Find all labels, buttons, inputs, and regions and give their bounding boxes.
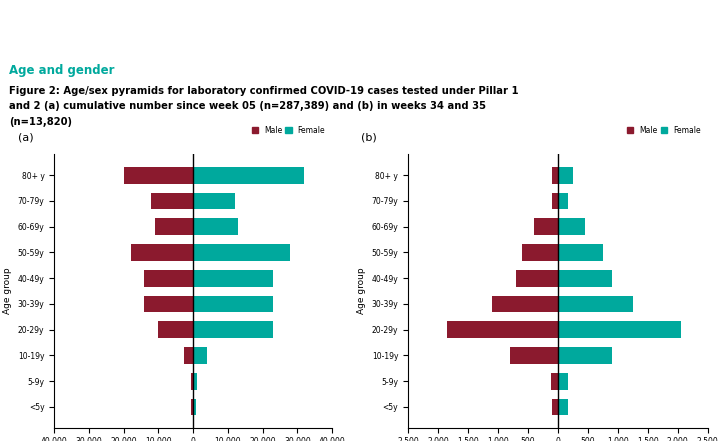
Legend: Male, Female: Male, Female [625,123,704,138]
Bar [184,347,193,364]
Bar [557,347,612,364]
Text: Confirmed cases in England: Confirmed cases in England [9,15,261,31]
Text: Figure 2: Age/sex pyramids for laboratory confirmed COVID-19 cases tested under : Figure 2: Age/sex pyramids for laborator… [9,86,519,96]
Bar [193,193,235,209]
Y-axis label: Age group: Age group [357,268,366,314]
Bar [152,193,193,209]
Bar [557,399,568,415]
Bar [510,347,557,364]
Bar [552,193,557,209]
Bar [557,321,681,338]
Bar [557,270,612,287]
Bar [551,373,557,389]
Bar [557,244,603,261]
Bar [193,270,273,287]
Bar [552,167,557,183]
Bar [144,270,193,287]
Bar [158,321,193,338]
Bar [131,244,193,261]
Bar [123,167,193,183]
Bar [552,399,557,415]
Bar [557,373,568,389]
Text: (a): (a) [18,132,34,142]
Bar [557,167,573,183]
Y-axis label: Age group: Age group [3,268,12,314]
Bar [193,399,196,415]
Bar [447,321,557,338]
Text: Age and gender: Age and gender [9,64,115,77]
Bar [193,373,197,389]
Bar [534,218,557,235]
Text: (b): (b) [361,132,377,142]
Bar [557,193,568,209]
Bar [522,244,557,261]
Bar [193,244,290,261]
Text: Year: 2020    Week: 36: Year: 2020 Week: 36 [544,17,711,30]
Bar [191,373,193,389]
Bar [144,295,193,312]
Bar [516,270,557,287]
Bar [557,295,632,312]
Legend: Male, Female: Male, Female [249,123,329,138]
Bar [193,218,238,235]
Bar [155,218,193,235]
Bar [191,399,193,415]
Text: and 2 (a) cumulative number since week 05 (n=287,389) and (b) in weeks 34 and 35: and 2 (a) cumulative number since week 0… [9,101,487,112]
Bar [557,218,585,235]
Bar [193,295,273,312]
Bar [193,347,207,364]
Bar [193,321,273,338]
Text: (n=13,820): (n=13,820) [9,117,72,127]
Bar [492,295,557,312]
Bar [193,167,305,183]
